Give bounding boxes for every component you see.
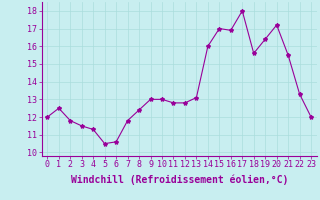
X-axis label: Windchill (Refroidissement éolien,°C): Windchill (Refroidissement éolien,°C) [70, 175, 288, 185]
